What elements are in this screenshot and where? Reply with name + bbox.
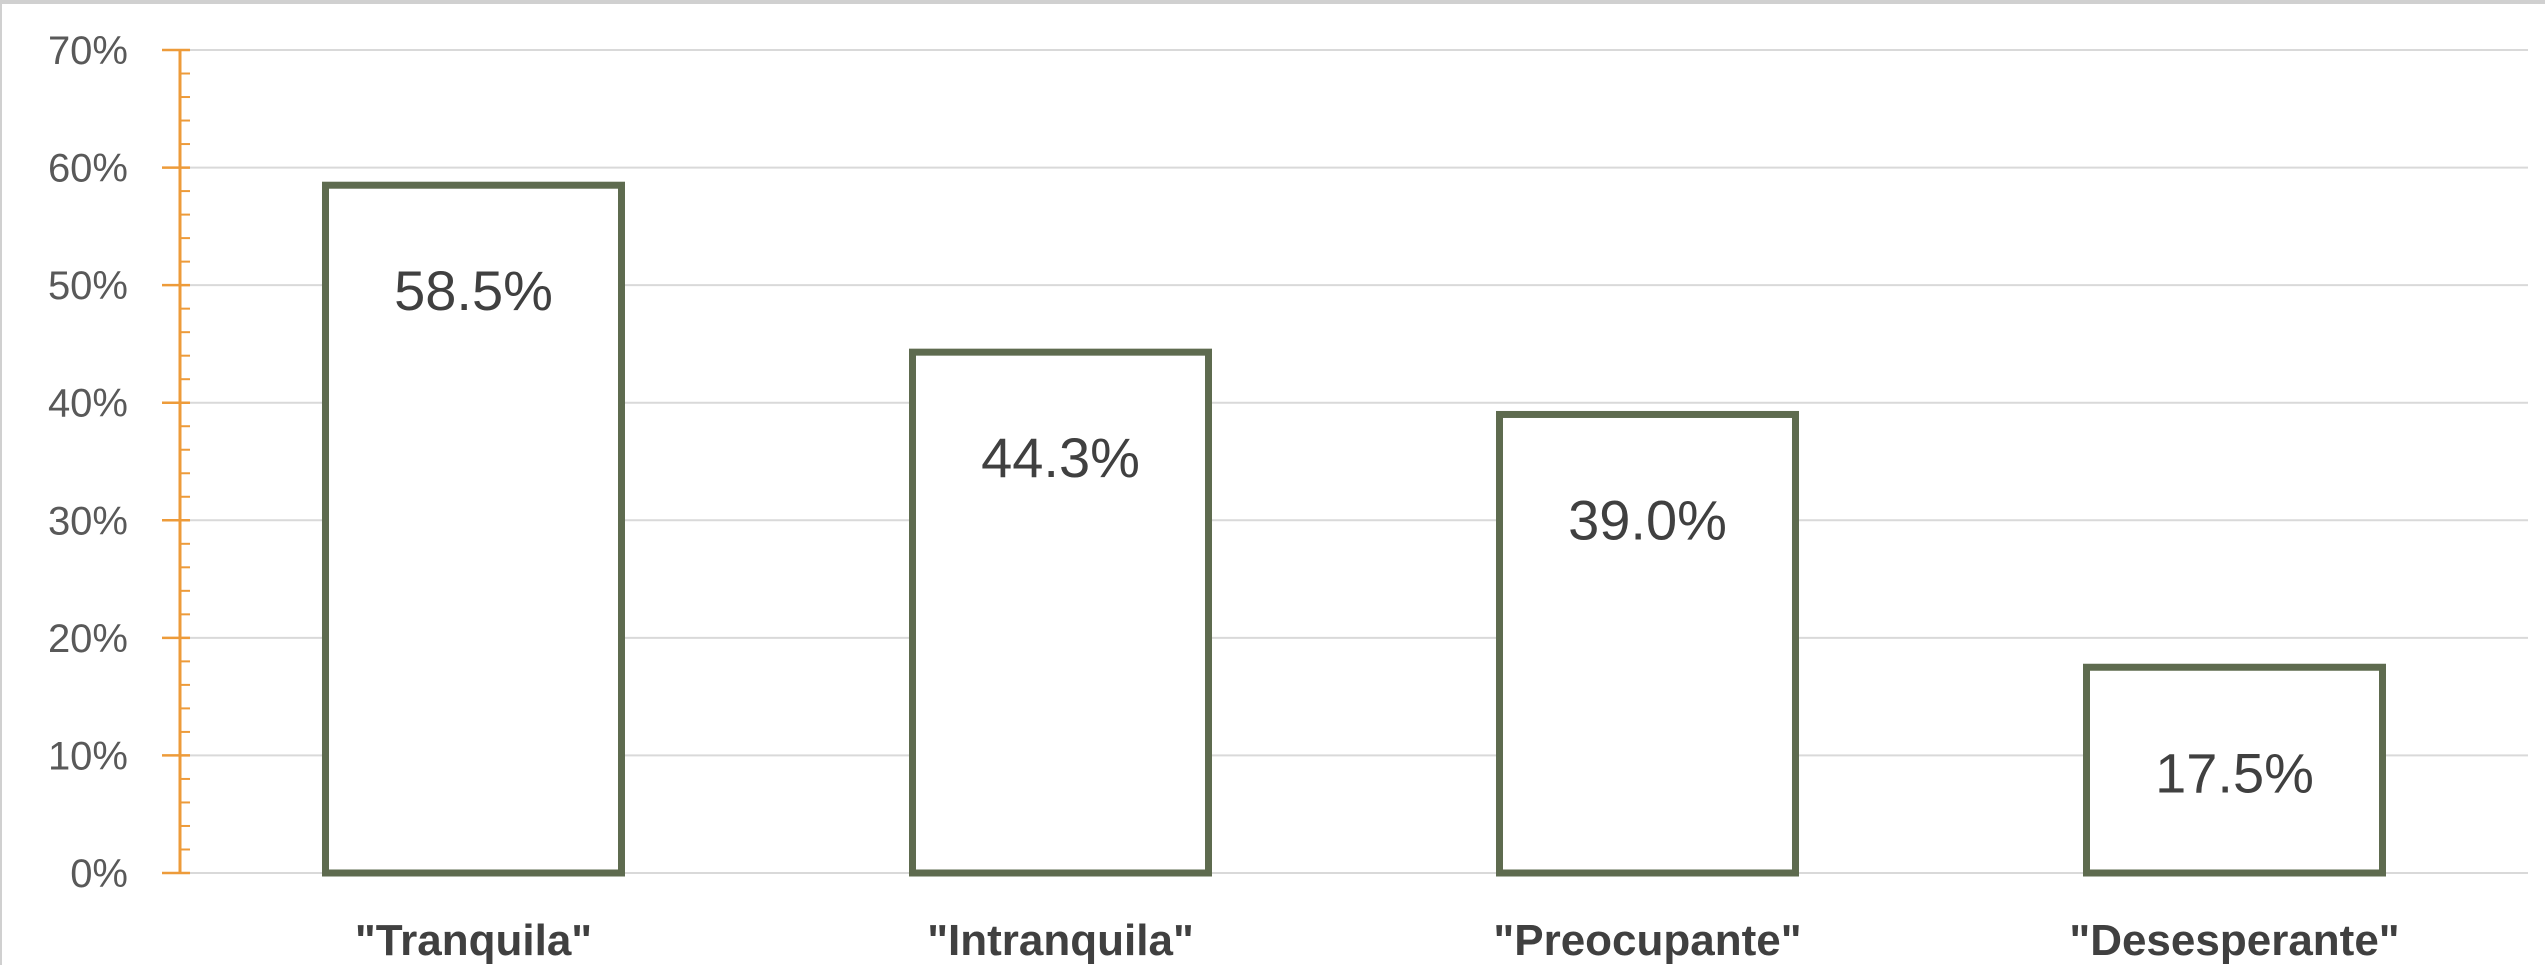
y-tick-label: 20% <box>48 617 128 661</box>
y-tick-label: 30% <box>48 499 128 543</box>
bar <box>1496 410 1799 877</box>
y-tick-label: 10% <box>48 734 128 778</box>
category-label: "Preocupante" <box>1493 916 1801 965</box>
data-label: 17.5% <box>2155 741 2314 804</box>
category-label: "Tranquila" <box>355 916 592 965</box>
bar <box>322 181 625 877</box>
y-tick-label: 60% <box>48 147 128 191</box>
category-label: "Desesperante" <box>2069 916 2399 965</box>
y-tick-label: 0% <box>70 852 128 896</box>
data-label: 44.3% <box>981 426 1140 489</box>
bar <box>909 348 1212 877</box>
y-tick-label: 70% <box>48 29 128 73</box>
data-label: 58.5% <box>394 259 553 322</box>
category-label: "Intranquila" <box>927 916 1194 965</box>
data-label: 39.0% <box>1568 488 1727 551</box>
y-tick-label: 50% <box>48 264 128 308</box>
y-tick-label: 40% <box>48 382 128 426</box>
bar <box>2083 663 2386 877</box>
